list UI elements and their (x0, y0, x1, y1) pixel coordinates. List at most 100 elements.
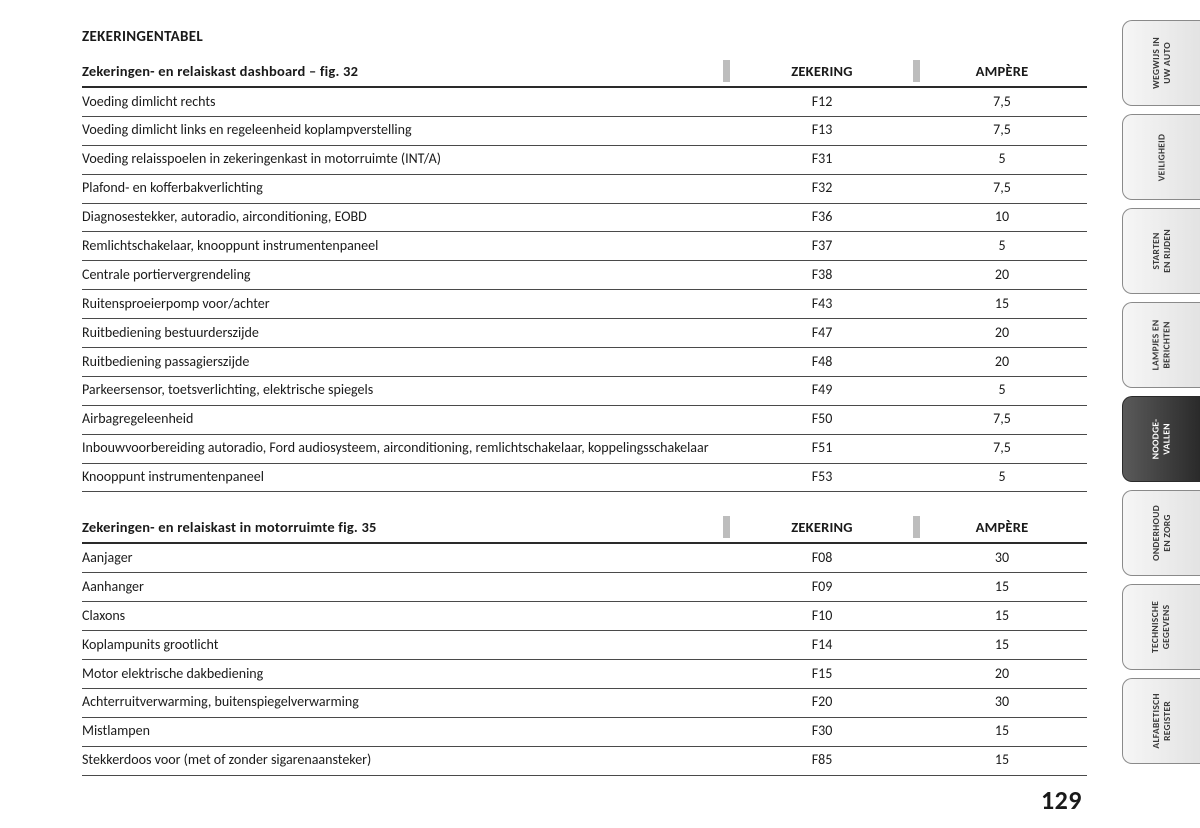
cell-description: Mistlampen (82, 717, 727, 746)
side-tab-label: ONDERHOUDEN ZORG (1151, 505, 1173, 561)
cell-ampere: 7,5 (917, 174, 1087, 203)
side-tab[interactable]: VEILIGHEID (1122, 114, 1200, 200)
cell-ampere: 5 (917, 145, 1087, 174)
side-tab[interactable]: ALFABETISCHREGISTER (1122, 678, 1200, 764)
table-row: AirbagregeleenheidF507,5 (82, 405, 1087, 434)
cell-fuse: F50 (727, 405, 917, 434)
fuse-table-dashboard: Zekeringen- en relaiskast dashboard – fi… (82, 58, 1100, 492)
cell-description: Stekkerdoos voor (met of zonder sigarena… (82, 746, 727, 775)
side-tab[interactable]: STARTENEN RIJDEN (1122, 208, 1200, 294)
cell-description: Ruitbediening passagierszijde (82, 348, 727, 377)
cell-description: Centrale portiervergrendeling (82, 261, 727, 290)
table-row: ClaxonsF1015 (82, 602, 1087, 631)
page-content: ZEKERINGENTABEL Zekeringen- en relaiskas… (0, 0, 1100, 776)
section-title: ZEKERINGENTABEL (82, 28, 1100, 46)
page-number: 129 (1041, 784, 1082, 816)
cell-fuse: F32 (727, 174, 917, 203)
fuse-table-engine: Zekeringen- en relaiskast in motorruimte… (82, 514, 1100, 775)
side-tab[interactable]: WEGWIJS INUW AUTO (1122, 20, 1200, 106)
cell-fuse: F37 (727, 232, 917, 261)
cell-ampere: 20 (917, 348, 1087, 377)
table-row: Inbouwvoorbereiding autoradio, Ford audi… (82, 434, 1087, 463)
cell-fuse: F36 (727, 203, 917, 232)
cell-fuse: F20 (727, 688, 917, 717)
table-row: Knooppunt instrumentenpaneelF535 (82, 463, 1087, 492)
cell-ampere: 15 (917, 631, 1087, 660)
cell-fuse: F30 (727, 717, 917, 746)
cell-description: Remlichtschakelaar, knooppunt instrument… (82, 232, 727, 261)
table-row: Remlichtschakelaar, knooppunt instrument… (82, 232, 1087, 261)
cell-fuse: F38 (727, 261, 917, 290)
table-row: Centrale portiervergrendelingF3820 (82, 261, 1087, 290)
cell-ampere: 7,5 (917, 434, 1087, 463)
table-row: Motor elektrische dakbedieningF1520 (82, 660, 1087, 689)
cell-description: Plafond- en kofferbakverlichting (82, 174, 727, 203)
cell-ampere: 7,5 (917, 116, 1087, 145)
cell-fuse: F10 (727, 602, 917, 631)
cell-ampere: 15 (917, 573, 1087, 602)
cell-fuse: F15 (727, 660, 917, 689)
table-row: Ruitbediening passagierszijdeF4820 (82, 348, 1087, 377)
side-tab[interactable]: LAMPJES ENBERICHTEN (1122, 302, 1200, 388)
cell-description: Ruitbediening bestuurderszijde (82, 319, 727, 348)
cell-ampere: 5 (917, 232, 1087, 261)
table-row: Ruitbediening bestuurderszijdeF4720 (82, 319, 1087, 348)
cell-description: Aanhanger (82, 573, 727, 602)
cell-description: Voeding relaisspoelen in zekeringenkast … (82, 145, 727, 174)
cell-description: Voeding dimlicht links en regeleenheid k… (82, 116, 727, 145)
cell-description: Voeding dimlicht rechts (82, 87, 727, 116)
col-header-description: Zekeringen- en relaiskast dashboard – fi… (82, 58, 727, 87)
side-tab-label: TECHNISCHEGEGEVENS (1151, 601, 1173, 653)
cell-ampere: 10 (917, 203, 1087, 232)
table-row: Ruitensproeierpomp voor/achterF4315 (82, 290, 1087, 319)
cell-ampere: 15 (917, 602, 1087, 631)
col-header-fuse: ZEKERING (727, 514, 917, 543)
cell-description: Knooppunt instrumentenpaneel (82, 463, 727, 492)
table-row: Voeding dimlicht rechtsF127,5 (82, 87, 1087, 116)
table-row: Plafond- en kofferbakverlichtingF327,5 (82, 174, 1087, 203)
cell-fuse: F47 (727, 319, 917, 348)
side-tab-label: VEILIGHEID (1156, 133, 1167, 181)
table-row: Achterruitverwarming, buitenspiegelverwa… (82, 688, 1087, 717)
cell-description: Koplampunits grootlicht (82, 631, 727, 660)
side-tab-label: LAMPJES ENBERICHTEN (1151, 320, 1173, 371)
cell-ampere: 20 (917, 261, 1087, 290)
cell-fuse: F53 (727, 463, 917, 492)
cell-ampere: 7,5 (917, 405, 1087, 434)
cell-fuse: F08 (727, 543, 917, 572)
cell-ampere: 15 (917, 746, 1087, 775)
cell-fuse: F09 (727, 573, 917, 602)
table-row: Voeding dimlicht links en regeleenheid k… (82, 116, 1087, 145)
col-header-ampere: AMPÈRE (917, 514, 1087, 543)
cell-ampere: 30 (917, 688, 1087, 717)
table-row: Voeding relaisspoelen in zekeringenkast … (82, 145, 1087, 174)
cell-description: Ruitensproeierpomp voor/achter (82, 290, 727, 319)
table-row: Stekkerdoos voor (met of zonder sigarena… (82, 746, 1087, 775)
cell-ampere: 5 (917, 463, 1087, 492)
side-tab[interactable]: NOODGE-VALLEN (1122, 396, 1200, 482)
side-tab-label: NOODGE-VALLEN (1151, 419, 1173, 460)
side-tab[interactable]: ONDERHOUDEN ZORG (1122, 490, 1200, 576)
cell-fuse: F43 (727, 290, 917, 319)
cell-fuse: F12 (727, 87, 917, 116)
cell-ampere: 20 (917, 660, 1087, 689)
table-row: AanhangerF0915 (82, 573, 1087, 602)
cell-fuse: F85 (727, 746, 917, 775)
cell-ampere: 15 (917, 717, 1087, 746)
col-header-ampere: AMPÈRE (917, 58, 1087, 87)
table-row: Koplampunits grootlichtF1415 (82, 631, 1087, 660)
table-row: MistlampenF3015 (82, 717, 1087, 746)
side-tab[interactable]: TECHNISCHEGEGEVENS (1122, 584, 1200, 670)
table-row: Diagnosestekker, autoradio, aircondition… (82, 203, 1087, 232)
cell-fuse: F48 (727, 348, 917, 377)
col-header-fuse: ZEKERING (727, 58, 917, 87)
side-tab-label: STARTENEN RIJDEN (1151, 229, 1173, 273)
cell-description: Motor elektrische dakbediening (82, 660, 727, 689)
cell-ampere: 7,5 (917, 87, 1087, 116)
cell-fuse: F49 (727, 376, 917, 405)
cell-fuse: F13 (727, 116, 917, 145)
side-tab-label: ALFABETISCHREGISTER (1151, 693, 1173, 748)
cell-description: Airbagregeleenheid (82, 405, 727, 434)
cell-description: Parkeersensor, toetsverlichting, elektri… (82, 376, 727, 405)
cell-fuse: F31 (727, 145, 917, 174)
